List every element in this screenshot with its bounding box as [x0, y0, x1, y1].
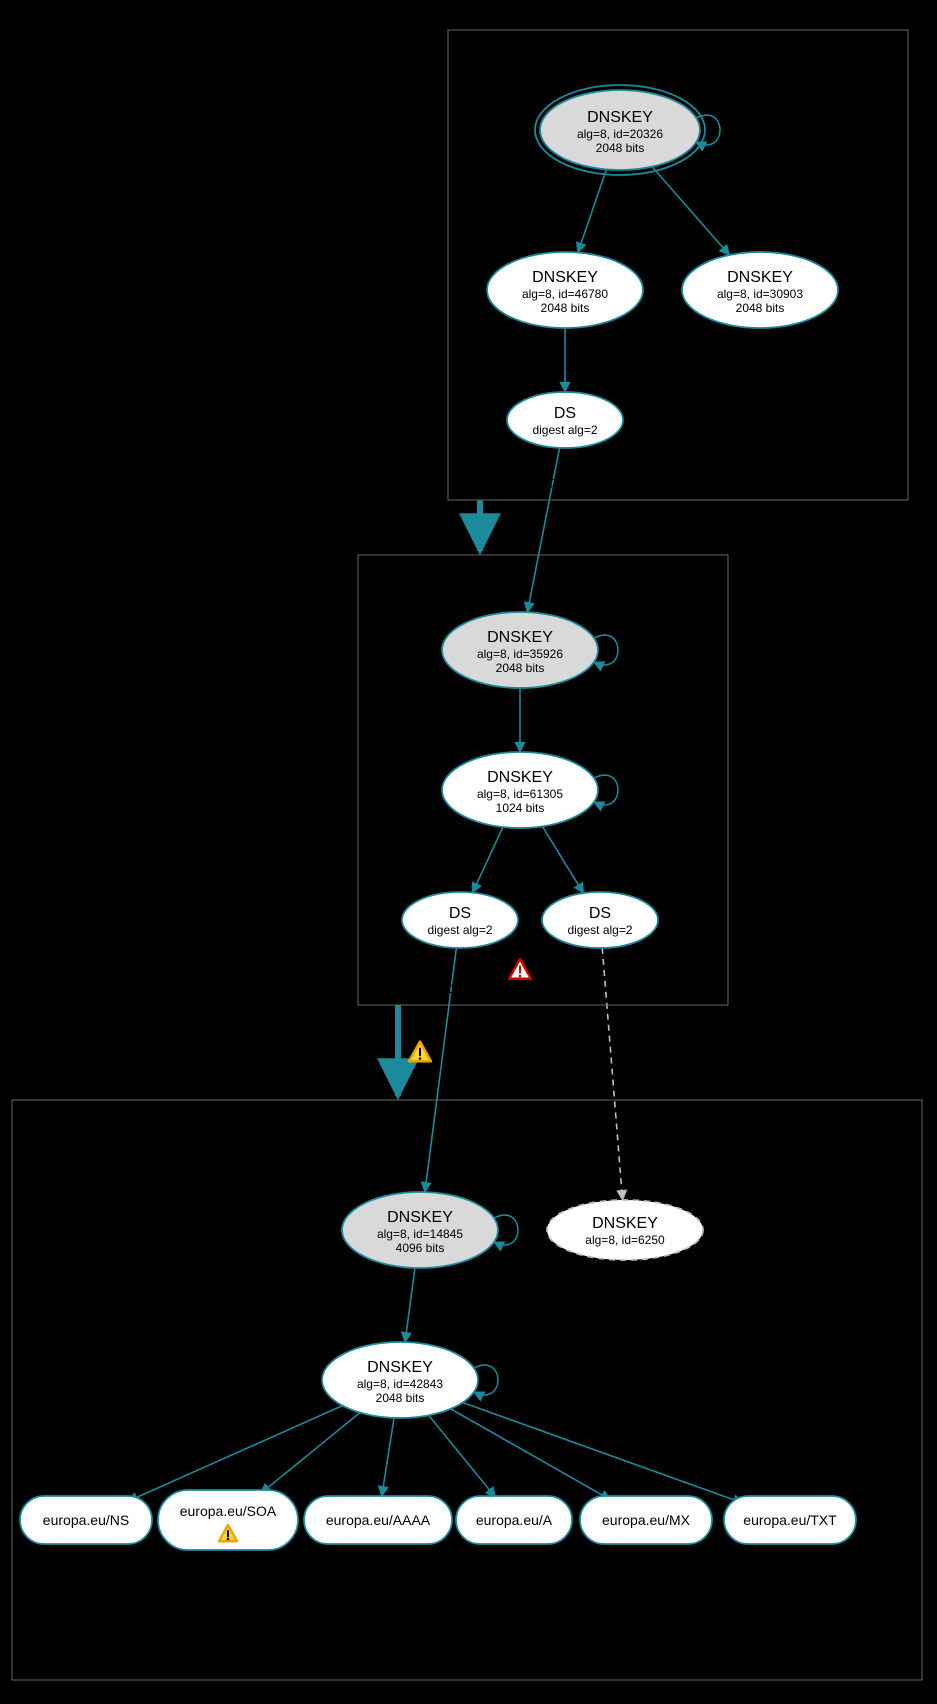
node-sub1: alg=8, id=35926: [477, 647, 563, 661]
node-title: DS: [554, 405, 576, 422]
rr-rr-a: europa.eu/A: [456, 1496, 572, 1544]
svg-text:.: .: [458, 457, 462, 473]
node-eu-ds1: DSdigest alg=2: [402, 892, 518, 948]
node-sub1: alg=8, id=46780: [522, 287, 608, 301]
node-sub2: 2048 bits: [596, 141, 645, 155]
node-sub2: 1024 bits: [496, 801, 545, 815]
node-sub2: 4096 bits: [396, 1241, 445, 1255]
node-sub2: 2048 bits: [376, 1391, 425, 1405]
dnssec-diagram: . (2024-01-01 11:08:52 UTC) eu (2024-01-01 …: [0, 0, 937, 1704]
node-sub1: alg=8, id=61305: [477, 787, 563, 801]
node-sub1: alg=8, id=42843: [357, 1377, 443, 1391]
node-sub2: 2048 bits: [541, 301, 590, 315]
svg-text:europa.eu: europa.eu: [22, 1637, 85, 1653]
node-title: DNSKEY: [587, 109, 653, 126]
svg-text:(2024-01-01 11:08:52 UTC): (2024-01-01 11:08:52 UTC): [458, 476, 617, 491]
node-eu-ds2: DSdigest alg=2: [542, 892, 658, 948]
svg-text:eu: eu: [368, 962, 384, 978]
rr-rr-aaaa: europa.eu/AAAA: [304, 1496, 452, 1544]
svg-text:(2024-01-01 11:41:57 UTC): (2024-01-01 11:41:57 UTC): [368, 981, 527, 996]
rr-label: europa.eu/MX: [602, 1512, 691, 1528]
node-sub1: digest alg=2: [427, 923, 492, 937]
node-sub1: alg=8, id=20326: [577, 127, 663, 141]
node-title: DNSKEY: [487, 769, 553, 786]
node-sub2: 2048 bits: [496, 661, 545, 675]
svg-text:(2024-01-01 12:13:23 UTC): (2024-01-01 12:13:23 UTC): [22, 1656, 182, 1671]
rr-rr-mx: europa.eu/MX: [580, 1496, 712, 1544]
node-title: DNSKEY: [727, 269, 793, 286]
rr-rr-ns: europa.eu/NS: [20, 1496, 152, 1544]
node-title: DS: [589, 905, 611, 922]
node-root-zsk: DNSKEYalg=8, id=467802048 bits: [487, 252, 643, 328]
node-sub1: digest alg=2: [532, 423, 597, 437]
rr-rr-txt: europa.eu/TXT: [724, 1496, 856, 1544]
node-title: DS: [449, 905, 471, 922]
rr-rr-soa: europa.eu/SOA: [158, 1490, 298, 1550]
rr-label: europa.eu/SOA: [180, 1503, 277, 1519]
node-title: DNSKEY: [592, 1215, 658, 1232]
node-root-dnskey2: DNSKEYalg=8, id=309032048 bits: [682, 252, 838, 328]
rr-label: europa.eu/A: [476, 1512, 553, 1528]
node-root-ds-eu: DSdigest alg=2: [507, 392, 623, 448]
node-sub2: 2048 bits: [736, 301, 785, 315]
node-title: DNSKEY: [532, 269, 598, 286]
node-europa-dnskey-inactive: DNSKEYalg=8, id=6250: [547, 1200, 703, 1260]
node-title: DNSKEY: [487, 629, 553, 646]
node-sub1: digest alg=2: [567, 923, 632, 937]
node-title: DNSKEY: [387, 1209, 453, 1226]
node-sub1: alg=8, id=14845: [377, 1227, 463, 1241]
rr-label: europa.eu/TXT: [743, 1512, 837, 1528]
node-sub1: alg=8, id=30903: [717, 287, 803, 301]
node-title: DNSKEY: [367, 1359, 433, 1376]
rr-label: europa.eu/AAAA: [326, 1512, 431, 1528]
rr-label: europa.eu/NS: [43, 1512, 129, 1528]
node-sub1: alg=8, id=6250: [585, 1233, 665, 1247]
